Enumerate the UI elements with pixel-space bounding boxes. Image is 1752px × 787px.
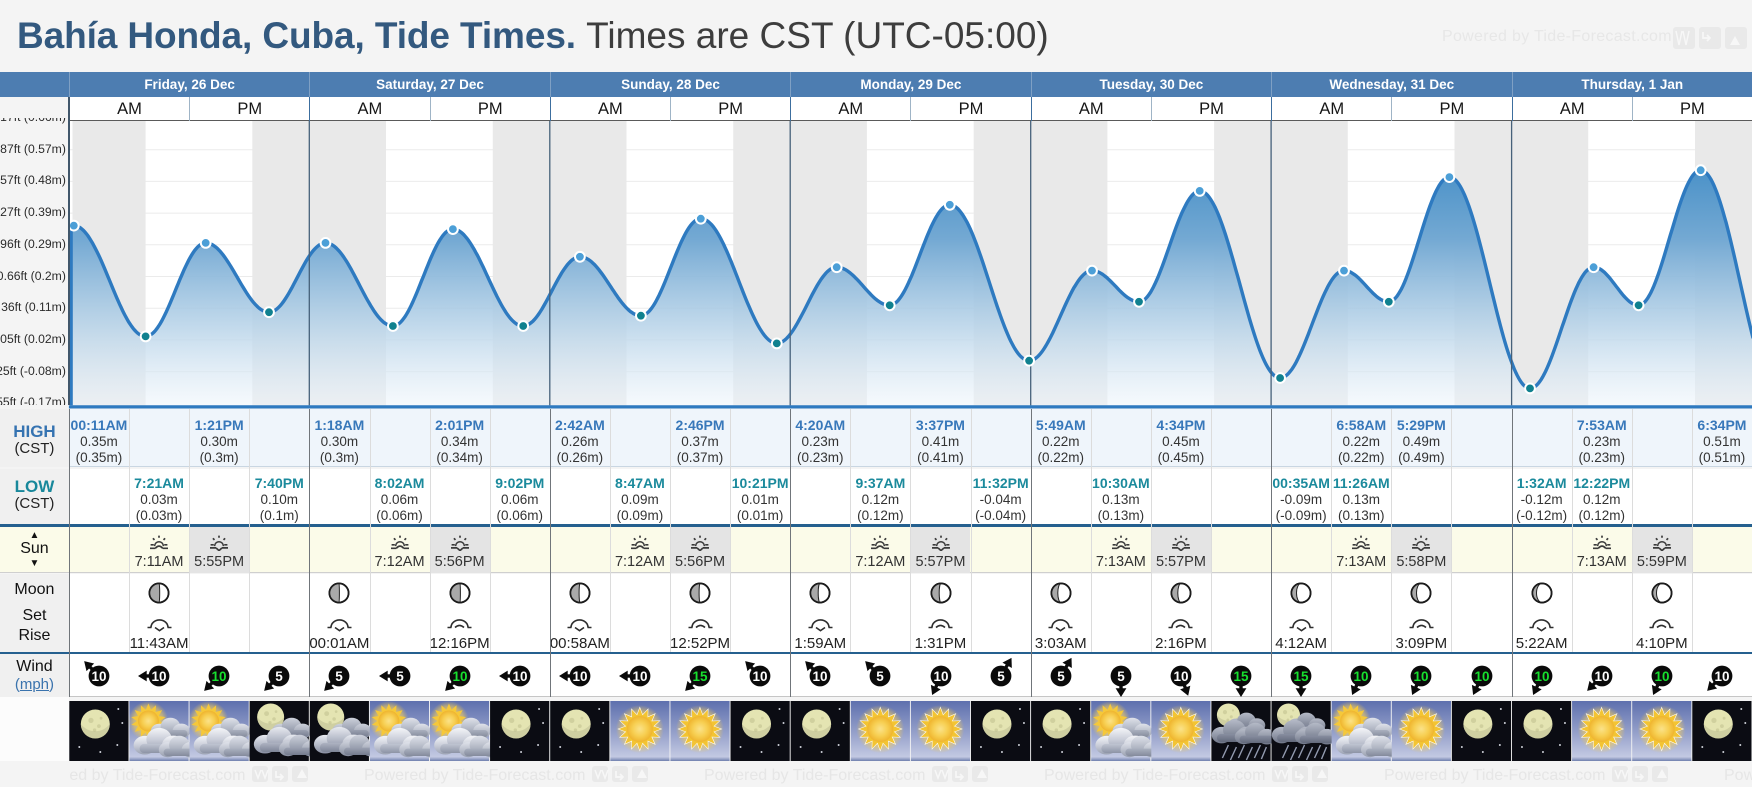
svg-text:10: 10 [1474, 669, 1489, 684]
svg-text:15: 15 [1234, 669, 1250, 684]
svg-text:10: 10 [1594, 669, 1609, 684]
svg-text:10: 10 [512, 669, 527, 684]
svg-text:5: 5 [877, 669, 885, 684]
svg-text:10: 10 [933, 669, 948, 684]
svg-text:5: 5 [1117, 669, 1125, 684]
svg-text:10: 10 [753, 669, 768, 684]
svg-text:10: 10 [632, 669, 647, 684]
svg-text:10: 10 [91, 669, 106, 684]
svg-text:10: 10 [1714, 669, 1729, 684]
svg-text:10: 10 [572, 669, 587, 684]
svg-text:10: 10 [152, 669, 167, 684]
svg-text:5: 5 [276, 669, 284, 684]
svg-text:10: 10 [452, 669, 467, 684]
svg-text:10: 10 [1654, 669, 1669, 684]
svg-text:10: 10 [1173, 669, 1188, 684]
svg-text:5: 5 [997, 669, 1005, 684]
svg-text:15: 15 [1294, 669, 1310, 684]
svg-text:10: 10 [212, 669, 227, 684]
svg-text:15: 15 [693, 669, 709, 684]
svg-text:5: 5 [336, 669, 344, 684]
svg-text:10: 10 [813, 669, 828, 684]
svg-text:10: 10 [1414, 669, 1429, 684]
svg-text:5: 5 [396, 669, 404, 684]
svg-text:10: 10 [1354, 669, 1369, 684]
svg-text:5: 5 [1057, 669, 1065, 684]
svg-text:10: 10 [1534, 669, 1549, 684]
